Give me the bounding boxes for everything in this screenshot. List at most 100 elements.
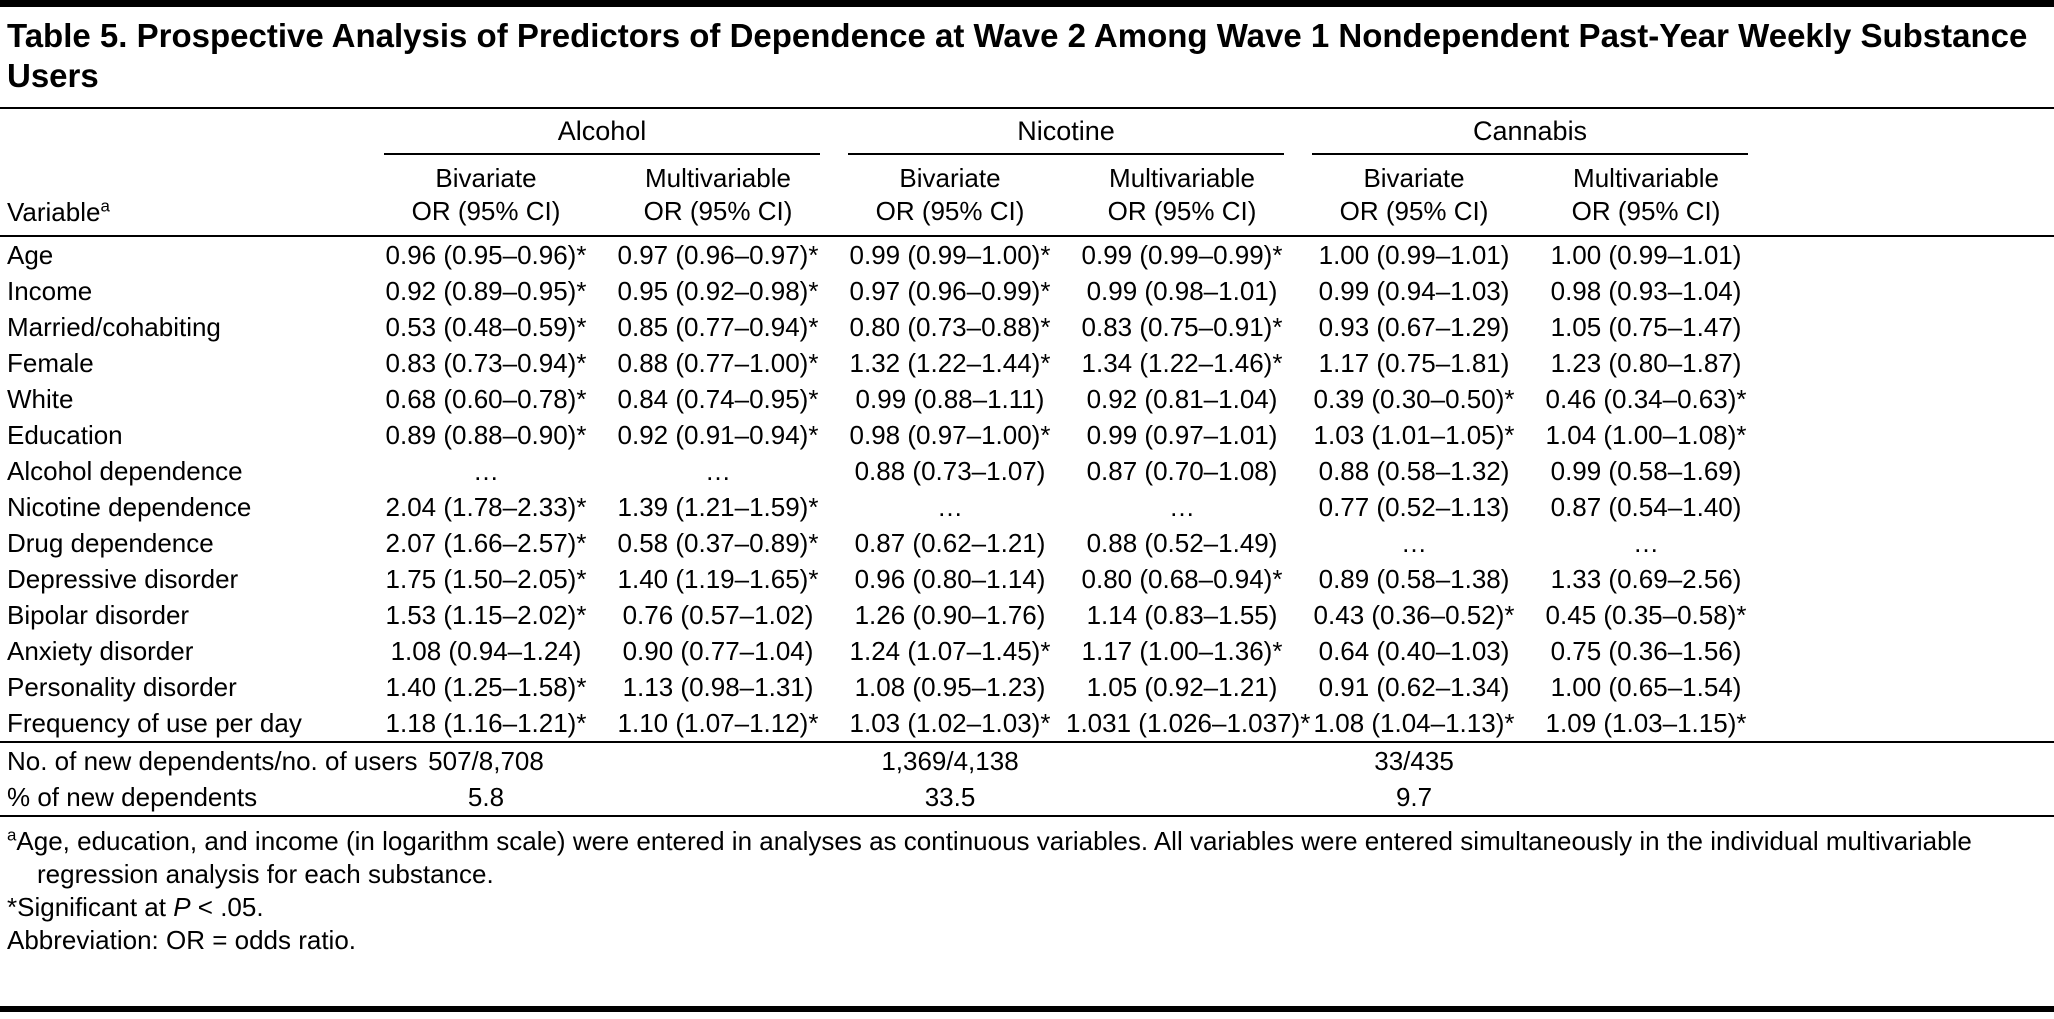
- row-value: 0.92 (0.89–0.95)*: [385, 276, 587, 307]
- summary-value: 507/8,708: [370, 741, 602, 780]
- subheader-nicotine-multivariable: Multivariable OR (95% CI): [1066, 154, 1299, 238]
- row-value: …: [1633, 528, 1660, 559]
- summary-empty-cell: [1530, 779, 1762, 815]
- row-value: 0.99 (0.98–1.01): [1086, 276, 1278, 307]
- row-value: 0.76 (0.57–1.02): [622, 600, 814, 631]
- variable-footnote-mark: a: [100, 196, 110, 216]
- row-value: 0.99 (0.99–1.00)*: [849, 240, 1051, 271]
- row-value: 0.87 (0.54–1.40): [1550, 492, 1742, 523]
- row-value: 0.99 (0.94–1.03): [1318, 276, 1510, 307]
- row-value: 0.88 (0.58–1.32): [1318, 456, 1510, 487]
- row-value: 1.08 (1.04–1.13)*: [1313, 708, 1515, 739]
- row-value: 1.34 (1.22–1.46)*: [1081, 348, 1283, 379]
- row-value: 0.89 (0.58–1.38): [1318, 564, 1510, 595]
- row-value: 1.10 (1.07–1.12)*: [617, 708, 819, 739]
- row-value: 2.04 (1.78–2.33)*: [385, 492, 587, 523]
- row-variable: White: [7, 384, 74, 415]
- row-value: 1.26 (0.90–1.76): [854, 600, 1046, 631]
- subheader-line1: Bivariate: [1363, 162, 1465, 193]
- row-variable: Education: [7, 420, 123, 451]
- table-row: Anxiety disorder 1.08 (0.94–1.24) 0.90 (0.…: [0, 633, 2054, 669]
- row-value: 1.031 (1.026–1.037)*: [1066, 708, 1311, 739]
- row-value: 0.88 (0.73–1.07): [854, 456, 1046, 487]
- row-filler: [1762, 236, 2054, 273]
- row-value: 1.23 (0.80–1.87): [1550, 348, 1742, 379]
- row-value: 0.84 (0.74–0.95)*: [617, 384, 819, 415]
- group-header-row: Variablea Alcohol Nicotine Cannabis: [0, 108, 2054, 238]
- row-variable: Frequency of use per day: [7, 708, 302, 739]
- summary-empty-cell: [602, 741, 834, 780]
- footnote-marker: *: [7, 892, 18, 923]
- row-value: …: [937, 492, 963, 523]
- summary-empty-cell: [602, 779, 834, 815]
- summary-value: 5.8: [467, 782, 505, 813]
- row-value: 0.96 (0.80–1.14): [854, 564, 1046, 595]
- group-header-alcohol: Alcohol: [370, 109, 834, 155]
- row-value: 0.93 (0.67–1.29): [1318, 312, 1510, 343]
- row-value: 0.68 (0.60–0.78)*: [385, 384, 587, 415]
- table-row: Alcohol dependence … … 0.88 (0.73–1.07) 0.87…: [0, 453, 2054, 489]
- row-value: 0.80 (0.73–0.88)*: [849, 312, 1051, 343]
- row-value: 1.13 (0.98–1.31): [622, 672, 814, 703]
- row-value: 0.88 (0.52–1.49): [1086, 528, 1278, 559]
- row-variable: Female: [7, 348, 94, 379]
- table-row: Drug dependence 2.07 (1.66–2.57)* 0.58 (0.…: [0, 525, 2054, 561]
- row-value: 0.75 (0.36–1.56): [1550, 636, 1742, 667]
- subheader-cannabis-multivariable: Multivariable OR (95% CI): [1530, 154, 1763, 238]
- row-value: 0.45 (0.35–0.58)*: [1545, 600, 1747, 631]
- row-filler: [1762, 597, 2054, 633]
- row-value: 0.91 (0.62–1.34): [1318, 672, 1510, 703]
- results-table: Variablea Alcohol Nicotine Cannabis: [0, 108, 2054, 816]
- subheader-line2: OR (95% CI): [1339, 195, 1489, 226]
- row-value: 0.92 (0.91–0.94)*: [617, 420, 819, 451]
- row-value: 1.03 (1.02–1.03)*: [849, 708, 1051, 739]
- table-row: Income 0.92 (0.89–0.95)* 0.95 (0.92–0.98)*…: [0, 273, 2054, 309]
- subheader-line2: OR (95% CI): [875, 195, 1025, 226]
- row-value: 1.24 (1.07–1.45)*: [849, 636, 1051, 667]
- row-value: 0.46 (0.34–0.63)*: [1545, 384, 1747, 415]
- row-value: 0.53 (0.48–0.59)*: [385, 312, 587, 343]
- row-value: 0.83 (0.73–0.94)*: [385, 348, 587, 379]
- row-variable: Age: [7, 240, 54, 271]
- row-variable: Anxiety disorder: [7, 636, 194, 667]
- row-value: 0.99 (0.58–1.69): [1550, 456, 1742, 487]
- row-filler: [1762, 453, 2054, 489]
- row-value: 1.40 (1.19–1.65)*: [617, 564, 819, 595]
- row-value: 0.96 (0.95–0.96)*: [385, 240, 587, 271]
- group-header-nicotine: Nicotine: [834, 109, 1298, 155]
- summary-label: % of new dependents: [7, 782, 258, 813]
- group-label-nicotine: Nicotine: [1017, 115, 1115, 146]
- row-value: 1.00 (0.65–1.54): [1550, 672, 1742, 703]
- row-variable: Depressive disorder: [7, 564, 239, 595]
- subheader-line1: Multivariable: [1573, 162, 1719, 193]
- footnote: Abbreviation: OR = odds ratio.: [7, 924, 2042, 957]
- row-value: 1.17 (1.00–1.36)*: [1081, 636, 1283, 667]
- row-value: 0.98 (0.97–1.00)*: [849, 420, 1051, 451]
- row-value: 0.95 (0.92–0.98)*: [617, 276, 819, 307]
- footnote-text: Abbreviation: OR = odds ratio.: [7, 925, 357, 956]
- row-value: 1.00 (0.99–1.01): [1318, 240, 1510, 271]
- row-filler: [1762, 273, 2054, 309]
- row-filler: [1762, 669, 2054, 705]
- row-value: 1.08 (0.95–1.23): [854, 672, 1046, 703]
- summary-empty-cell: [1530, 741, 1763, 780]
- table-body: Age 0.96 (0.95–0.96)* 0.97 (0.96–0.97)* 0.9…: [0, 236, 2054, 742]
- footnotes: aAge, education, and income (in logarith…: [0, 815, 2054, 957]
- row-value: 1.09 (1.03–1.15)*: [1545, 708, 1747, 739]
- table-summary: No. of new dependents/no. of users 507/8,…: [0, 741, 2054, 815]
- table-row: Bipolar disorder 1.53 (1.15–2.02)* 0.76 (0…: [0, 597, 2054, 633]
- group-label-alcohol: Alcohol: [557, 115, 647, 146]
- row-value: 1.39 (1.21–1.59)*: [617, 492, 819, 523]
- summary-empty-cell: [1066, 779, 1298, 815]
- table-row: Age 0.96 (0.95–0.96)* 0.97 (0.96–0.97)* 0.9…: [0, 236, 2054, 273]
- row-value: 2.07 (1.66–2.57)*: [385, 528, 587, 559]
- row-value: 0.88 (0.77–1.00)*: [617, 348, 819, 379]
- group-underline-alcohol: Alcohol: [384, 116, 820, 155]
- summary-row: No. of new dependents/no. of users 507/8,…: [0, 741, 2054, 780]
- row-value: 1.18 (1.16–1.21)*: [385, 708, 587, 739]
- row-value: 1.03 (1.01–1.05)*: [1313, 420, 1515, 451]
- row-value: 0.97 (0.96–0.99)*: [849, 276, 1051, 307]
- row-value: 0.99 (0.97–1.01): [1086, 420, 1278, 451]
- summary-value: 33/435: [1298, 741, 1531, 780]
- table-header: Variablea Alcohol Nicotine Cannabis: [0, 108, 2054, 238]
